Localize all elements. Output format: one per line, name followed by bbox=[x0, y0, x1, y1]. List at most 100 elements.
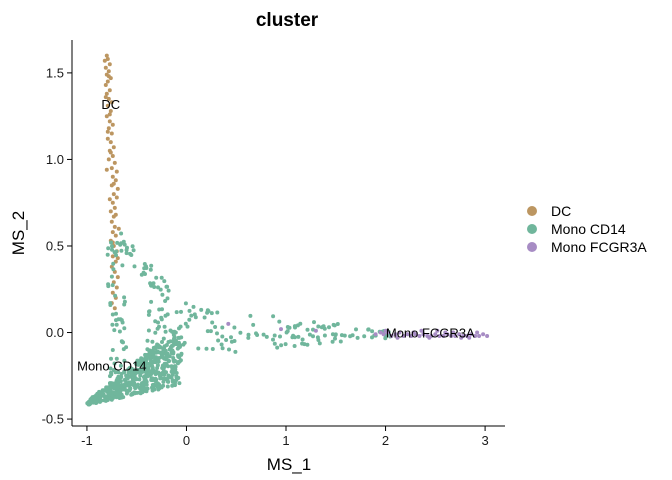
x-tick-label: 3 bbox=[481, 433, 488, 448]
data-point bbox=[271, 314, 276, 319]
data-point bbox=[220, 346, 225, 351]
data-point bbox=[109, 166, 114, 171]
data-point bbox=[183, 301, 188, 306]
data-point bbox=[232, 325, 237, 330]
data-point bbox=[383, 336, 388, 341]
data-point bbox=[105, 397, 110, 402]
data-point bbox=[108, 381, 113, 386]
data-point bbox=[477, 334, 482, 338]
data-point bbox=[108, 140, 113, 145]
data-point bbox=[115, 256, 120, 261]
data-point bbox=[114, 285, 119, 290]
data-point bbox=[322, 333, 327, 338]
data-point bbox=[283, 342, 288, 347]
x-tick-label: 2 bbox=[382, 433, 389, 448]
data-point bbox=[160, 292, 165, 297]
data-point bbox=[138, 387, 143, 391]
data-point bbox=[155, 381, 160, 386]
data-point bbox=[179, 309, 183, 314]
data-point bbox=[166, 340, 171, 344]
data-point bbox=[109, 356, 113, 361]
data-point bbox=[142, 262, 147, 266]
data-point bbox=[298, 321, 303, 326]
data-point bbox=[176, 353, 180, 358]
data-point bbox=[160, 307, 164, 312]
data-point bbox=[115, 186, 120, 191]
data-point bbox=[278, 334, 282, 339]
data-point bbox=[219, 342, 224, 347]
data-point bbox=[109, 219, 114, 224]
data-point bbox=[155, 357, 160, 361]
data-point bbox=[383, 328, 388, 333]
data-point bbox=[150, 378, 155, 383]
data-point bbox=[117, 379, 122, 384]
data-point bbox=[292, 324, 297, 329]
data-point bbox=[150, 365, 155, 370]
data-point bbox=[238, 330, 243, 335]
data-point bbox=[427, 335, 432, 340]
legend-label: Mono FCGR3A bbox=[551, 239, 647, 255]
data-point bbox=[160, 340, 164, 344]
data-point bbox=[110, 244, 114, 249]
data-point bbox=[144, 357, 149, 362]
data-point bbox=[103, 95, 108, 100]
data-point bbox=[99, 390, 104, 395]
data-point bbox=[112, 306, 117, 311]
data-point bbox=[229, 335, 233, 340]
data-point bbox=[210, 347, 215, 351]
data-point bbox=[147, 354, 152, 359]
data-point bbox=[112, 391, 117, 396]
data-point bbox=[104, 114, 109, 119]
data-point bbox=[419, 328, 424, 333]
data-point bbox=[155, 326, 160, 331]
data-point bbox=[170, 366, 175, 371]
data-point bbox=[296, 334, 301, 339]
data-point bbox=[108, 150, 113, 155]
data-point bbox=[193, 315, 198, 320]
data-point bbox=[140, 369, 145, 374]
data-point bbox=[88, 397, 93, 402]
data-point bbox=[279, 327, 283, 332]
data-point bbox=[154, 369, 159, 374]
data-point bbox=[137, 377, 142, 382]
data-point bbox=[145, 386, 150, 391]
x-tick-label: -1 bbox=[81, 433, 93, 448]
data-point bbox=[437, 334, 442, 338]
data-point bbox=[393, 332, 398, 337]
data-point bbox=[178, 343, 183, 348]
data-point bbox=[106, 282, 111, 287]
data-point bbox=[411, 330, 416, 335]
data-point bbox=[317, 341, 322, 346]
data-point bbox=[409, 334, 414, 338]
data-point bbox=[103, 65, 108, 70]
data-point bbox=[151, 281, 156, 286]
data-point bbox=[397, 330, 402, 335]
data-point bbox=[209, 311, 214, 316]
data-point bbox=[114, 311, 118, 316]
data-point bbox=[127, 367, 132, 372]
data-point bbox=[251, 322, 256, 327]
data-point bbox=[172, 336, 177, 341]
data-point bbox=[102, 58, 107, 63]
data-point bbox=[146, 366, 151, 370]
legend-label: Mono CD14 bbox=[551, 221, 626, 237]
data-point bbox=[110, 247, 114, 252]
data-point bbox=[405, 332, 410, 337]
data-point bbox=[389, 334, 394, 338]
data-point bbox=[114, 322, 119, 327]
data-point bbox=[112, 160, 117, 165]
data-point bbox=[171, 351, 176, 356]
data-point bbox=[108, 109, 113, 113]
data-point bbox=[481, 332, 486, 337]
data-point bbox=[475, 330, 480, 335]
data-point bbox=[127, 388, 132, 393]
data-point bbox=[167, 354, 172, 359]
data-point bbox=[305, 327, 310, 332]
data-point bbox=[115, 275, 120, 280]
data-point bbox=[110, 122, 115, 127]
data-point bbox=[110, 312, 115, 317]
data-point bbox=[176, 335, 181, 340]
data-point bbox=[109, 240, 113, 245]
data-point bbox=[355, 335, 360, 340]
data-point bbox=[185, 324, 190, 329]
